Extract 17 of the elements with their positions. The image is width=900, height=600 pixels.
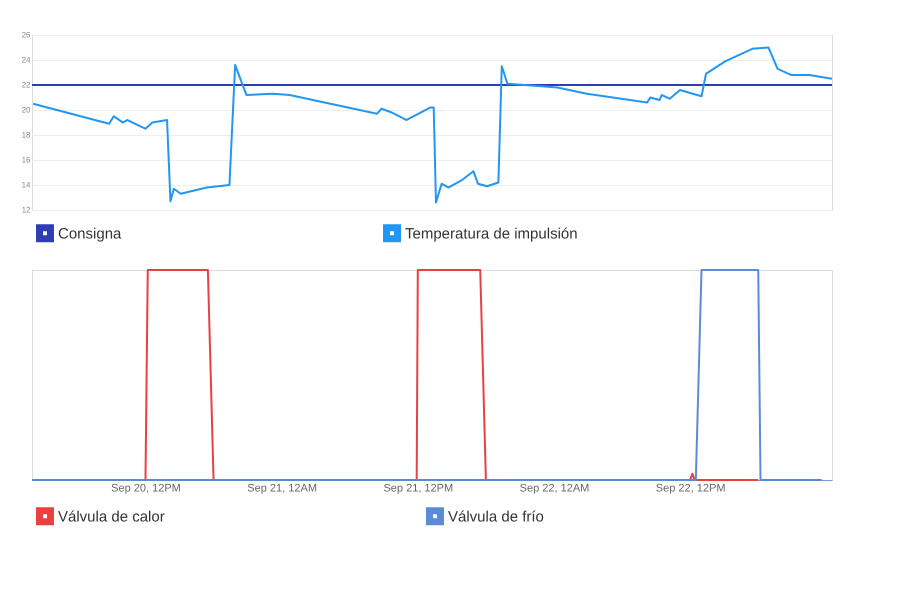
legend-label: Temperatura de impulsión	[405, 225, 578, 242]
y-tick-label: 12	[22, 206, 32, 214]
legend-label: Válvula de calor	[58, 508, 165, 526]
y-tick-label: 14	[22, 180, 32, 190]
x-tick-label: Sep 20, 12PM	[111, 482, 181, 494]
y-tick-label: 24	[22, 56, 32, 64]
y-tick-label: 22	[22, 80, 32, 90]
x-tick-label: Sep 22, 12PM	[656, 482, 726, 494]
y-tick-label: 26	[22, 30, 32, 40]
x-tick-label: Sep 22, 12AM	[520, 482, 590, 494]
legend-label: Válvula de frío	[448, 508, 544, 526]
y-tick-label: 16	[22, 156, 32, 164]
legend-label: Consigna	[58, 225, 122, 242]
x-tick-label: Sep 21, 12AM	[247, 482, 318, 494]
y-tick-label: 18	[22, 130, 32, 140]
y-tick-label: 20	[22, 106, 32, 114]
x-tick-label: Sep 21, 12PM	[383, 482, 454, 494]
